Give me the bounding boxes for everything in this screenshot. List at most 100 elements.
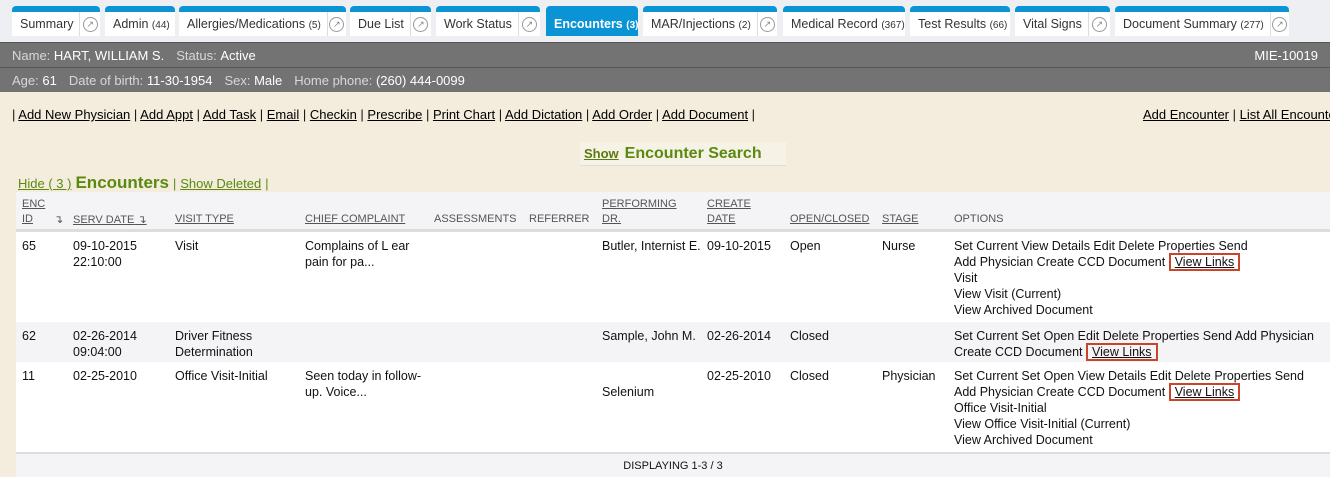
- enc-id: 65: [22, 239, 36, 253]
- tab-vital-signs[interactable]: Vital Signs ↗: [1015, 6, 1110, 36]
- table-footer: DISPLAYING 1-3 / 3: [16, 452, 1330, 477]
- tab-mar-injections[interactable]: MAR/Injections (2) ↗: [643, 6, 777, 36]
- col-assessments: ASSESSMENTS: [434, 213, 517, 225]
- action-link[interactable]: Add Document: [662, 107, 749, 122]
- open-external-icon[interactable]: ↗: [79, 12, 100, 36]
- action-link[interactable]: Add New Physician: [18, 107, 131, 122]
- col-date[interactable]: DATE: [707, 213, 736, 225]
- col-id[interactable]: ID: [22, 213, 33, 225]
- patient-sex: Male: [254, 72, 283, 88]
- tab-label: Encounters (3): [554, 17, 639, 31]
- col-dr[interactable]: DR.: [602, 213, 621, 225]
- open-external-icon[interactable]: ↗: [1087, 12, 1110, 36]
- phone-label: Home phone:: [294, 72, 373, 88]
- tab-work-status[interactable]: Work Status ↗: [436, 6, 540, 36]
- encounter-action-link[interactable]: List All Encounters: [1239, 107, 1330, 122]
- visit-type: Visit: [175, 239, 199, 253]
- table-row: 11 02-25-2010 Office Visit-Initial Seen …: [16, 362, 1330, 452]
- performing-dr: Butler, Internist E.: [602, 239, 701, 253]
- tab-due-list[interactable]: Due List ↗: [350, 6, 431, 36]
- patient-name: HART, WILLIAM S.: [53, 47, 165, 63]
- tab-label: Allergies/Medications (5): [187, 17, 321, 31]
- open-closed: Open: [790, 239, 821, 253]
- action-link[interactable]: Add Order: [592, 107, 653, 122]
- tab-medical-record[interactable]: Medical Record (367): [783, 6, 905, 36]
- open-external-icon[interactable]: ↗: [517, 12, 540, 36]
- open-external-icon[interactable]: ↗: [756, 12, 777, 36]
- action-link[interactable]: Prescribe: [367, 107, 423, 122]
- patient-bar: Name: HART, WILLIAM S. Status: Active MI…: [0, 42, 1330, 67]
- row-options[interactable]: Set Current Set Open View Details Edit D…: [954, 369, 1304, 447]
- tab-label: Work Status: [444, 17, 512, 31]
- row-options[interactable]: Set Current Set Open Edit Delete Propert…: [954, 329, 1314, 361]
- status-label: Status:: [176, 47, 217, 63]
- col-options: OPTIONS: [954, 213, 1004, 225]
- col-create[interactable]: CREATE: [707, 198, 751, 210]
- tab-label: Due List: [358, 17, 404, 31]
- visit-type: Office Visit-Initial: [175, 369, 268, 383]
- encounter-action-links: Add Encounter | List All Encounters: [1143, 107, 1330, 122]
- dob-label: Date of birth:: [68, 72, 144, 88]
- tab-label: MAR/Injections (2): [651, 17, 751, 31]
- open-external-icon[interactable]: ↗: [326, 12, 346, 36]
- col-visit-type[interactable]: VISIT TYPE: [175, 213, 234, 225]
- action-links: | Add New Physician | Add Appt | Add Tas…: [12, 107, 756, 122]
- show-search-link[interactable]: Show: [584, 146, 619, 161]
- view-links-link[interactable]: View Links: [1168, 253, 1241, 271]
- tab-summary[interactable]: Summary ↗: [12, 6, 100, 36]
- row-options[interactable]: Set Current View Details Edit Delete Pro…: [954, 239, 1248, 317]
- action-link[interactable]: Email: [266, 107, 300, 122]
- tab-bar: Summary ↗ Admin (44) Allergies/Medications…: [0, 0, 1330, 42]
- action-link[interactable]: Add Dictation: [504, 107, 583, 122]
- sex-label: Sex:: [224, 72, 251, 88]
- serv-date: 09-10-2015 22:10:00: [73, 239, 137, 269]
- name-label: Name:: [12, 47, 51, 63]
- patient-age: 61: [42, 72, 57, 88]
- tab-document-summary[interactable]: Document Summary (277) ↗: [1115, 6, 1289, 36]
- patient-phone: (260) 444-0099: [375, 72, 465, 88]
- col-open-closed[interactable]: OPEN/CLOSED: [790, 213, 870, 225]
- col-performing[interactable]: PERFORMING: [602, 198, 677, 210]
- create-date: 09-10-2015: [707, 239, 771, 253]
- open-external-icon[interactable]: ↗: [409, 12, 431, 36]
- open-external-icon[interactable]: ↗: [1269, 12, 1289, 36]
- tab-admin[interactable]: Admin (44): [105, 6, 175, 36]
- encounter-search-title: Encounter Search: [624, 144, 762, 162]
- tab-label: Summary: [20, 17, 74, 31]
- col-stage[interactable]: STAGE: [882, 213, 919, 225]
- view-links-link[interactable]: View Links: [1086, 343, 1158, 361]
- tab-label: Test Results (66): [918, 17, 1008, 31]
- table-header: ENC ID ↴ SERV DATE ↴ VISIT TYPE CHIEF CO…: [16, 192, 1330, 232]
- col-enc[interactable]: ENC: [22, 198, 46, 210]
- view-links-link[interactable]: View Links: [1168, 383, 1241, 401]
- table-row: 62 02-26-2014 09:04:00 Driver Fitness Det…: [16, 322, 1330, 362]
- action-link[interactable]: Add Appt: [140, 107, 193, 122]
- enc-id: 62: [22, 329, 36, 343]
- col-referrer: REFERRER: [529, 213, 590, 225]
- performing-dr: Sample, John M.: [602, 329, 696, 343]
- tab-encounters[interactable]: Encounters (3): [546, 6, 638, 36]
- col-serv-date[interactable]: SERV DATE ↴: [73, 214, 147, 226]
- open-closed: Closed: [790, 369, 829, 383]
- action-link[interactable]: Add Task: [202, 107, 257, 122]
- show-deleted-link[interactable]: Show Deleted: [180, 176, 262, 191]
- action-link[interactable]: Print Chart: [432, 107, 496, 122]
- tab-label: Medical Record (367): [791, 17, 905, 31]
- tab-allergies-medications[interactable]: Allergies/Medications (5) ↗: [179, 6, 346, 36]
- hide-encounters-link[interactable]: Hide ( 3 ): [18, 176, 72, 191]
- create-date: 02-25-2010: [707, 369, 771, 383]
- encounter-action-link[interactable]: Add Encounter: [1143, 107, 1230, 122]
- encounters-title: Encounters: [75, 173, 169, 192]
- patient-status: Active: [220, 47, 256, 63]
- encounters-header: Hide ( 3 ) Encounters | Show Deleted |: [18, 173, 269, 192]
- tab-label: Admin (44): [113, 17, 170, 31]
- stage: Nurse: [882, 239, 916, 253]
- tab-test-results[interactable]: Test Results (66): [910, 6, 1010, 36]
- sort-icon[interactable]: ↴: [54, 214, 64, 226]
- action-link[interactable]: Checkin: [309, 107, 357, 122]
- chief-complaint: Complains of L ear pain for pa...: [305, 239, 410, 269]
- encounter-search: Show Encounter Search: [580, 142, 786, 166]
- patient-details-bar: Age: 61 Date of birth: 11-30-1954 Sex: M…: [0, 67, 1330, 92]
- col-chief-complaint[interactable]: CHIEF COMPLAINT: [305, 213, 406, 225]
- performing-dr: Selenium: [602, 385, 655, 399]
